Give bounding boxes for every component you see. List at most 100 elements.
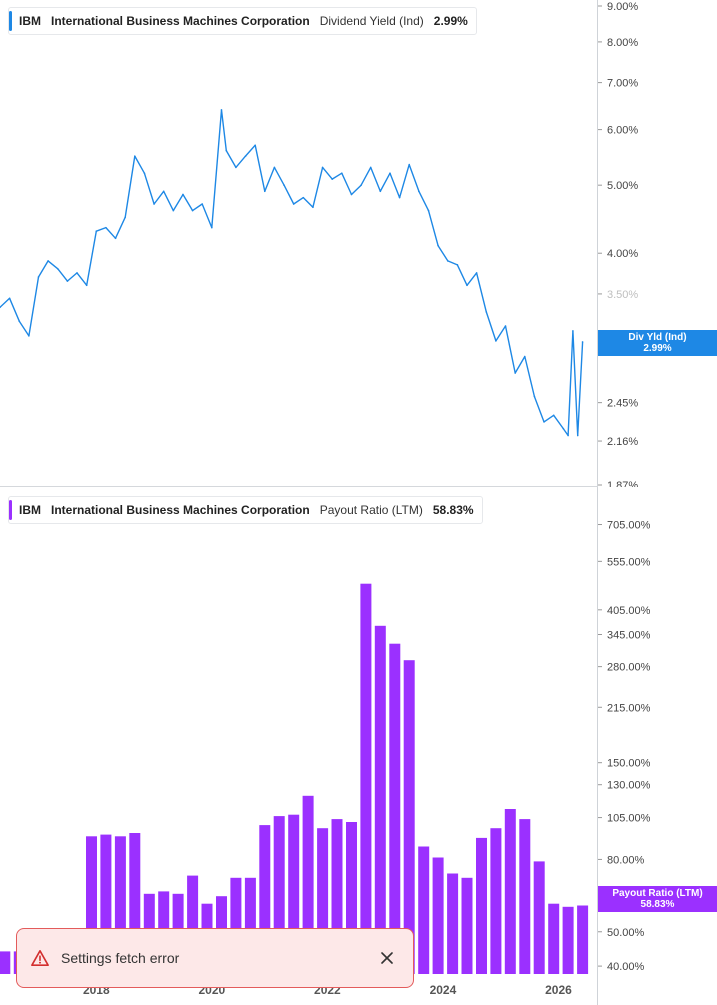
dividend-yield-point — [302, 196, 305, 199]
payout-ratio-bar — [187, 875, 199, 974]
payout-ratio-bar — [519, 819, 531, 974]
bottom-y-tick-label: 280.00% — [607, 662, 651, 674]
bottom-y-tick-label: 50.00% — [607, 927, 645, 939]
dividend-yield-point — [211, 226, 213, 229]
dividend-yield-point — [8, 297, 11, 300]
top-y-tick-label: 3.50% — [607, 289, 638, 301]
payout-ratio-bar — [230, 877, 242, 974]
payout-ratio-bar — [577, 905, 589, 974]
toast-message: Settings fetch error — [61, 950, 180, 966]
dividend-yield-point — [114, 237, 117, 240]
dividend-yield-point — [283, 184, 285, 186]
top-y-tick-label: 8.00% — [607, 37, 638, 49]
payout-ratio-bar — [403, 660, 415, 974]
dividend-yield-point — [143, 172, 146, 175]
payout-ratio-bar — [432, 857, 444, 974]
dividend-yield-point — [225, 149, 228, 152]
payout-ratio-bar — [86, 836, 97, 974]
bottom-y-tick-label: 215.00% — [607, 702, 651, 714]
payout-ratio-bar — [389, 643, 401, 974]
dividend-yield-point — [235, 166, 237, 169]
top-legend-value: 2.99% — [433, 14, 468, 28]
dividend-yield-point — [263, 190, 266, 193]
bottom-y-tick-label: 345.00% — [607, 630, 651, 642]
top-legend[interactable]: IBM International Business Machines Corp… — [8, 7, 477, 35]
payout-ratio-bar — [490, 828, 502, 974]
bottom-legend-value: 58.83% — [432, 503, 474, 517]
dividend-yield-point — [427, 209, 430, 212]
top-legend-ticker: IBM — [19, 14, 41, 28]
bottom-legend-color-mark — [9, 500, 12, 520]
dividend-yield-point — [220, 109, 223, 111]
dividend-yield-point — [172, 209, 175, 212]
top-y-tick-label: 4.00% — [607, 248, 638, 260]
dividend-yield-point — [504, 325, 507, 327]
top-legend-company: International Business Machines Corporat… — [51, 14, 310, 28]
dividend-yield-point — [56, 268, 59, 270]
top-y-tick-label: 9.00% — [607, 1, 638, 13]
dividend-yield-point — [28, 335, 30, 337]
top-y-axis-line — [597, 0, 598, 487]
warning-icon — [31, 949, 49, 967]
payout-ratio-bar — [461, 877, 473, 974]
dividend-yield-point — [572, 330, 574, 332]
payout-ratio-bar — [302, 795, 314, 974]
payout-ratio-bar — [418, 846, 430, 974]
dividend-yield-point — [514, 372, 516, 374]
bottom-y-axis-line — [597, 487, 598, 1005]
dividend-yield-point — [105, 226, 107, 229]
dividend-yield-point — [124, 216, 126, 219]
payout-ratio-bar — [273, 816, 285, 974]
dividend-yield-point — [273, 166, 276, 169]
dividend-yield-point — [0, 306, 1, 309]
dividend-yield-point — [533, 395, 536, 398]
payout-ratio-bar — [331, 819, 343, 974]
bottom-legend-ticker: IBM — [19, 503, 41, 517]
payout-ratio-bar — [360, 583, 372, 974]
bottom-flag-value: 58.83% — [640, 899, 675, 910]
dividend-yield-point — [543, 421, 545, 423]
bottom-y-tick-label: 105.00% — [607, 813, 651, 825]
dividend-yield-point — [292, 203, 295, 205]
dividend-yield-point — [418, 190, 420, 193]
dividend-yield-point — [162, 190, 165, 193]
dividend-yield-point — [244, 155, 247, 157]
dividend-yield-point — [576, 434, 579, 437]
dividend-yield-point — [85, 284, 88, 287]
payout-ratio-bar — [562, 906, 574, 974]
dividend-yield-point — [523, 355, 526, 358]
top-flag-value: 2.99% — [643, 343, 672, 354]
payout-ratio-bar — [259, 825, 271, 974]
dividend-yield-point — [466, 284, 468, 287]
bottom-y-tick-label: 405.00% — [607, 605, 651, 617]
dividend-yield-point — [495, 340, 497, 342]
dividend-yield-panel: 9.00% 8.00% 7.00% 6.00% 5.00% 4.00% 3.50% 2.45%… — [0, 0, 717, 487]
dividend-yield-point — [191, 209, 194, 212]
payout-ratio-bar — [114, 836, 126, 974]
payout-ratio-bar — [548, 903, 560, 974]
top-legend-metric: Dividend Yield (Ind) — [319, 14, 424, 28]
dividend-yield-point — [66, 280, 69, 282]
dividend-yield-point — [76, 272, 78, 274]
dividend-yield-point — [312, 206, 314, 209]
dividend-yield-point — [485, 311, 488, 313]
top-y-tick-label: 2.16% — [607, 436, 638, 448]
top-y-tick-label: 1.87% — [607, 480, 638, 487]
bottom-value-flag: Payout Ratio (LTM) 58.83% — [598, 886, 717, 912]
dividend-yield-point — [552, 414, 555, 417]
payout-ratio-bar — [317, 828, 329, 974]
bottom-legend-company: International Business Machines Corporat… — [51, 503, 310, 517]
bottom-y-tick-label: 150.00% — [607, 758, 651, 770]
dividend-yield-point — [321, 166, 324, 169]
bottom-legend[interactable]: IBM International Business Machines Corp… — [8, 496, 483, 524]
payout-ratio-bar — [129, 833, 141, 974]
payout-ratio-bar — [533, 861, 545, 974]
dividend-yield-point — [341, 172, 343, 175]
close-icon[interactable] — [377, 948, 397, 968]
dividend-yield-point — [182, 193, 184, 196]
payout-ratio-bar — [0, 951, 11, 974]
payout-ratio-bar — [100, 834, 112, 974]
payout-ratio-bar — [244, 877, 256, 974]
dividend-yield-point — [369, 166, 372, 169]
top-y-tick-label: 6.00% — [607, 125, 638, 137]
